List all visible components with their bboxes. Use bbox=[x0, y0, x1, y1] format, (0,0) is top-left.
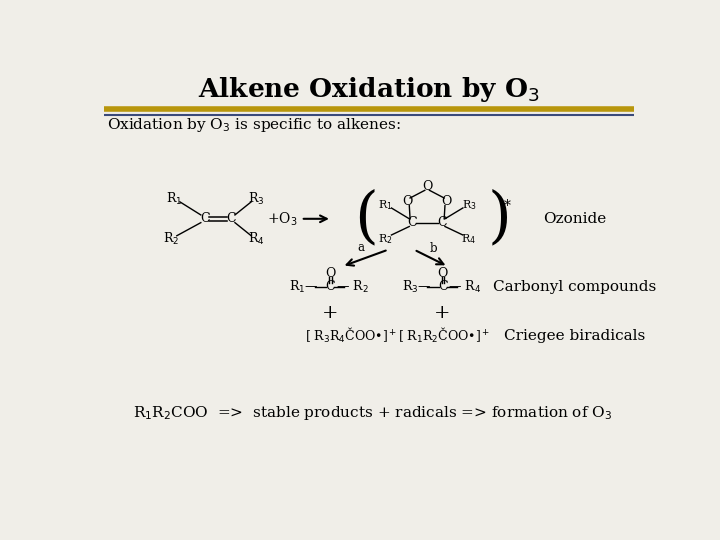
Text: +: + bbox=[434, 303, 451, 322]
Text: +O$_3$: +O$_3$ bbox=[267, 210, 297, 227]
Text: O: O bbox=[402, 195, 413, 208]
Text: O: O bbox=[441, 195, 451, 208]
Text: R$_1$—: R$_1$— bbox=[289, 279, 318, 295]
Text: C: C bbox=[325, 280, 335, 293]
Text: ): ) bbox=[487, 189, 511, 249]
Text: R$_4$: R$_4$ bbox=[462, 232, 477, 246]
Text: [ R$_3$R$_4$ČOO•]$^+$: [ R$_3$R$_4$ČOO•]$^+$ bbox=[305, 326, 397, 346]
Text: C: C bbox=[200, 212, 210, 225]
Text: R$_2$: R$_2$ bbox=[163, 231, 179, 247]
Text: R$_4$: R$_4$ bbox=[248, 231, 265, 247]
Text: R$_1$R$_2$COO  =>  stable products + radicals => formation of O$_3$: R$_1$R$_2$COO => stable products + radic… bbox=[132, 404, 612, 422]
Text: +: + bbox=[322, 303, 338, 322]
Text: O: O bbox=[438, 267, 448, 280]
Text: O: O bbox=[325, 267, 336, 280]
Text: R$_3$: R$_3$ bbox=[462, 198, 477, 212]
Text: Ozonide: Ozonide bbox=[543, 212, 606, 226]
Text: Criegee biradicals: Criegee biradicals bbox=[504, 329, 645, 343]
Text: C: C bbox=[226, 212, 236, 225]
Text: b: b bbox=[430, 241, 437, 254]
Text: Oxidation by O$_3$ is specific to alkenes:: Oxidation by O$_3$ is specific to alkene… bbox=[107, 116, 401, 134]
Text: R$_3$—: R$_3$— bbox=[402, 279, 431, 295]
Text: O: O bbox=[422, 180, 432, 193]
Text: R$_3$: R$_3$ bbox=[248, 191, 265, 207]
Text: *: * bbox=[504, 199, 510, 213]
Text: R$_1$: R$_1$ bbox=[378, 198, 392, 212]
Text: (: ( bbox=[354, 189, 378, 249]
Text: R$_2$: R$_2$ bbox=[378, 232, 392, 246]
Text: — R$_4$: — R$_4$ bbox=[448, 279, 481, 295]
Text: C: C bbox=[408, 216, 417, 229]
Text: a: a bbox=[357, 241, 364, 254]
Text: R$_1$: R$_1$ bbox=[166, 191, 183, 207]
Text: C: C bbox=[437, 216, 446, 229]
Text: Alkene Oxidation by O$_3$: Alkene Oxidation by O$_3$ bbox=[198, 75, 540, 104]
Text: — R$_2$: — R$_2$ bbox=[336, 279, 368, 295]
Text: C: C bbox=[438, 280, 447, 293]
Text: Carbonyl compounds: Carbonyl compounds bbox=[492, 280, 656, 294]
Text: [ R$_1$R$_2$ČOO•]$^+$: [ R$_1$R$_2$ČOO•]$^+$ bbox=[398, 326, 491, 346]
